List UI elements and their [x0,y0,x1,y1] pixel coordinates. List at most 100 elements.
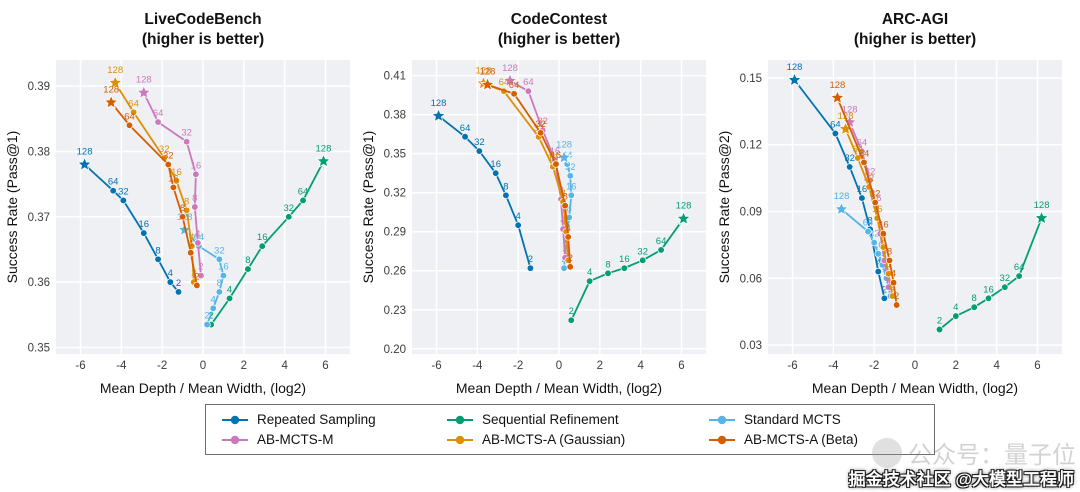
point-budget-label: 64 [863,218,874,229]
point-budget-label: 32 [637,246,648,257]
legend-label: Standard MCTS [744,412,841,427]
y-tick-label: 0.37 [28,212,50,224]
point-budget-label: 128 [476,65,492,76]
point-budget-label: 2 [566,246,571,257]
point-budget-label: 4 [516,211,521,222]
x-tick-label: 4 [281,360,288,372]
data-point [183,206,191,214]
data-point [215,288,223,296]
point-budget-label: 128 [842,104,858,115]
x-tick-label: 0 [200,360,206,372]
point-budget-label: 32 [118,186,129,197]
point-budget-label: 32 [159,144,170,155]
y-tick-label: 0.26 [384,266,406,278]
watermark-qbitai: 公众号：量子位 [872,435,1076,470]
data-point [854,154,862,162]
point-budget-label: 32 [537,116,548,127]
data-point-star [833,201,850,216]
point-budget-label: 64 [857,137,868,148]
data-point [639,256,647,264]
chart-title-text: LiveCodeBench [144,11,261,28]
point-budget-label: 8 [503,181,508,192]
tick-labels: -6 -4 -2 0 2 4 60.030.060.090.120.15 [740,73,1041,372]
point-budget-label: 128 [829,80,845,91]
x-tick-label: -2 [513,360,523,372]
data-point [858,194,866,202]
data-point [169,183,178,192]
data-point [174,288,183,296]
legend-dot [230,435,240,444]
point-budget-label: 128 [103,84,119,95]
x-tick-label: 4 [993,360,1000,372]
x-tick-label: 6 [322,360,328,372]
charts-row: -6 -4 -2 0 2 4 6 0.35 0.36 0.37 0.38 0.39 LiveCodeBe… [4,4,1072,400]
data-point-star [502,72,518,88]
point-budget-label: 16 [191,160,202,171]
x-tick-label: -6 [787,360,797,372]
point-budget-label: 16 [139,219,150,230]
y-tick-label: 0.35 [384,149,406,161]
data-point [187,249,195,257]
y-tick-label: 0.15 [740,73,762,85]
data-point [831,129,840,138]
y-tick-label: 0.36 [28,277,50,289]
y-axis-label: Success Rate (Pass@2) [716,131,732,284]
data-point [552,160,560,168]
point-budget-label: 128 [676,201,692,212]
data-point [154,118,162,126]
data-point [475,147,484,155]
point-budget-label: 4 [953,302,958,313]
chart-livecodebench: -6 -4 -2 0 2 4 60.350.360.370.380.39LiveCodeBe… [4,11,350,396]
x-tick-label: 2 [953,360,959,372]
point-budget-label: 8 [180,203,185,214]
y-tick-label: 0.39 [28,81,50,93]
data-point [935,325,944,334]
data-point [561,202,569,210]
point-budget-label: 16 [871,193,882,204]
point-budget-label: 64 [128,98,139,109]
point-budget-label: 4 [227,284,232,295]
point-budget-label: 8 [562,192,567,203]
y-axis-label: Success Rate (Pass@1) [360,131,376,284]
point-budget-label: 32 [535,119,546,130]
point-budget-label: 16 [168,173,179,184]
point-budget-label: 32 [474,137,485,148]
x-tick-label: -4 [828,360,839,372]
point-budget-label: 2 [569,306,574,317]
legend-marker-icon [709,415,735,424]
y-tick-label: 0.29 [384,227,406,239]
point-budget-label: 4 [876,258,881,269]
x-tick-label: 2 [597,360,603,372]
point-budget-label: 32 [181,128,192,139]
point-budget-label: 128 [834,191,850,202]
point-budget-label: 2 [568,253,573,264]
data-point [129,108,138,116]
data-point [567,316,575,324]
point-budget-label: 128 [316,143,332,154]
point-budget-label: 32 [565,162,576,173]
data-point [892,301,901,309]
point-budget-label: 64 [499,77,510,88]
point-budget-label: 8 [155,245,160,256]
watermark-logo-icon [872,437,902,468]
data-point [203,320,211,329]
point-budget-label: 32 [163,151,174,162]
point-budget-label: 8 [192,193,197,204]
chart-subtitle-text: (higher is better) [854,31,976,48]
x-tick-label: 4 [637,360,644,372]
data-point [864,227,872,236]
data-point [564,233,572,241]
data-point-star [837,120,854,136]
data-point [657,246,665,254]
legend-item-ab-mcts-m: AB-MCTS-M [220,430,445,449]
y-tick-label: 0.03 [740,340,762,352]
x-axis-label: Mean Depth / Mean Width, (log2) [456,380,662,396]
point-budget-label: 16 [857,184,868,195]
data-point [109,187,117,195]
point-budget-label: 4 [188,239,193,250]
data-point [874,267,882,276]
data-point [880,294,889,302]
point-budget-label: 8 [887,246,892,257]
